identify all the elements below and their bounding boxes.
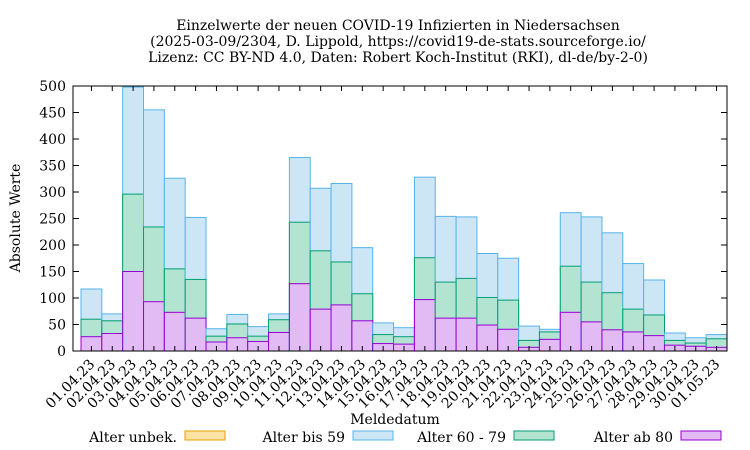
bar-alter-ab-80-17.04.23 [413,299,436,352]
x-axis: 01.04.2302.04.2303.04.2304.04.2305.04.23… [43,86,723,412]
y-tick-label: 350 [39,159,66,175]
y-tick-label: 0 [57,344,66,360]
legend-label: Alter bis 59 [261,430,345,446]
y-tick-label: 200 [39,238,66,254]
legend-swatch [184,430,226,441]
legend-swatch [352,430,394,441]
bar-alter-ab-80-05.04.23 [163,311,186,352]
bar-alter-ab-80-11.04.23 [288,283,311,352]
legend-label: Alter ab 80 [593,430,673,446]
x-axis-label: Meldedatum [350,412,440,428]
y-tick-label: 300 [39,185,66,201]
legend: Alter unbek. Alter bis 59 Alter 60 - 79 Alt… [88,430,722,446]
bar-alter-ab-80-04.04.23 [143,301,165,352]
legend-swatch [680,430,722,441]
chart-title: Einzelwerte der neuen COVID-19 Infiziert… [148,18,648,66]
title-line: Einzelwerte der neuen COVID-19 Infiziert… [176,18,620,34]
y-tick-label: 500 [39,79,66,95]
y-tick-label: 50 [48,318,66,334]
y-tick-label: 250 [39,212,66,228]
y-tick-label: 400 [39,132,66,148]
legend-label: Alter 60 - 79 [416,430,506,446]
title-line: (2025-03-09/2304, D. Lippold, https://co… [150,34,646,50]
y-tick-label: 450 [39,106,66,122]
bars [80,86,728,352]
legend-label: Alter unbek. [88,430,177,446]
bar-alter-ab-80-13.04.23 [330,304,353,352]
y-axis: 0 50 100 150 200 250 300 350 400 450 500 [39,79,727,360]
bar-alter-ab-80-12.04.23 [309,308,332,352]
y-tick-label: 100 [39,291,66,307]
y-tick-label: 150 [39,265,66,281]
y-axis-label: Absolute Werte [8,164,24,274]
legend-swatch [513,430,555,441]
bar-alter-ab-80-24.04.23 [559,311,582,352]
bar-alter-ab-80-03.04.23 [122,271,145,352]
title-line: Lizenz: CC BY-ND 4.0, Daten: Robert Koch… [148,50,648,66]
